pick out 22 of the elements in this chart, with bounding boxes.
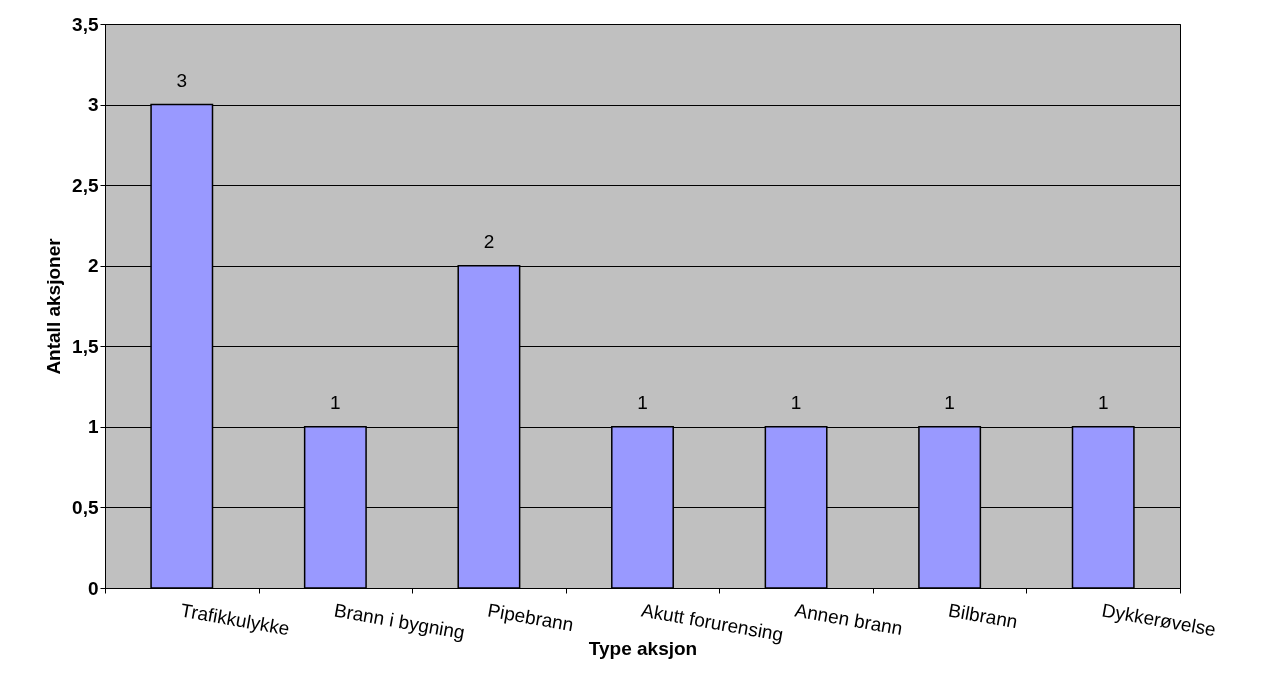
y-tick-label: 0 bbox=[87, 577, 99, 599]
x-tick-label: Annen brann bbox=[793, 599, 905, 640]
data-label: 3 bbox=[176, 69, 188, 91]
x-tick-label: Trafikkulykke bbox=[178, 599, 292, 640]
y-tick-label: 3 bbox=[87, 94, 99, 116]
y-tick-label: 3,5 bbox=[72, 13, 99, 35]
data-label: 1 bbox=[944, 391, 955, 413]
data-label: 2 bbox=[483, 230, 495, 252]
y-tick-label: 1 bbox=[87, 416, 99, 438]
y-axis-title: Antall aksjoner bbox=[43, 237, 65, 375]
y-tick-label: 2 bbox=[87, 255, 99, 277]
x-tick-label: Bilbrann bbox=[946, 599, 1020, 633]
x-tick-label: Brann i bygning bbox=[332, 599, 467, 644]
y-tick-label: 2,5 bbox=[72, 174, 99, 196]
y-tick-label: 1,5 bbox=[72, 335, 99, 357]
y-tick-label: 0,5 bbox=[72, 496, 99, 518]
data-label: 1 bbox=[637, 391, 648, 413]
data-label: 1 bbox=[1097, 391, 1109, 413]
x-tick-label: Pipebrann bbox=[486, 599, 576, 636]
data-label: 1 bbox=[330, 391, 341, 413]
data-label: 1 bbox=[790, 391, 802, 413]
x-tick-label: Dykkerøvelse bbox=[1100, 599, 1218, 641]
